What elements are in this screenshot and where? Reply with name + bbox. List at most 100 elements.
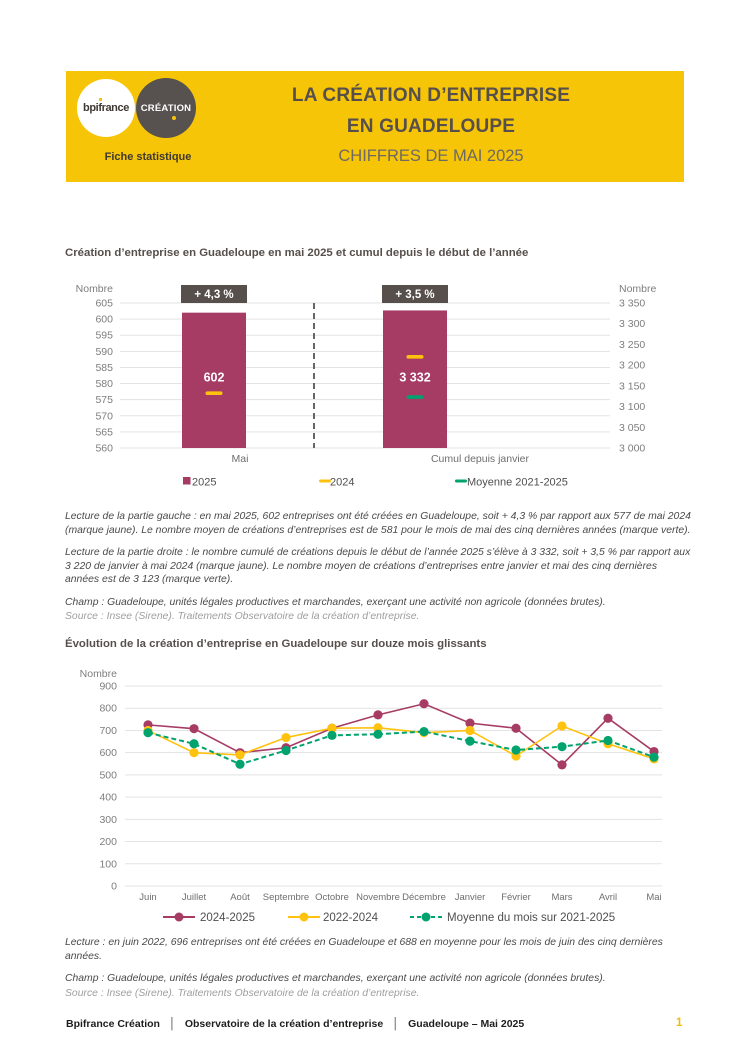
data-point [327, 723, 337, 733]
chart1-svg: 605 600 595 590 585 580 575 570 565 560 3 350 3 300… [76, 283, 657, 489]
footer: Bpifrance Création │ Observatoire de la … [66, 1018, 524, 1030]
growth-badge-label: + 3,5 % [395, 289, 434, 301]
legend-swatch [183, 477, 191, 485]
right-axis-tick: 3 050 [619, 422, 645, 434]
data-point [189, 748, 199, 758]
bar-value-label: 3 332 [399, 371, 430, 385]
note-lecture: Lecture : en juin 2022, 696 entreprises … [65, 937, 663, 962]
data-point [373, 710, 383, 720]
note-source: Source : Insee (Sirene). Traitements Obs… [65, 611, 420, 622]
x-month-label: Juillet [182, 892, 207, 903]
data-point [557, 721, 567, 731]
page-number: 1 [676, 1017, 683, 1029]
note-lecture-droite: Lecture de la partie droite : le nombre … [65, 547, 691, 585]
x-month-label: Février [501, 892, 531, 903]
legend-label: 2022-2024 [323, 912, 379, 924]
left-axis-tick: 575 [95, 394, 113, 406]
data-point [419, 699, 429, 709]
legend-dot [299, 912, 309, 922]
x-month-label: Octobre [315, 892, 349, 903]
data-point [465, 736, 475, 746]
series-line [147, 725, 655, 760]
legend-label: Moyenne du mois sur 2021-2025 [447, 912, 615, 924]
data-point [143, 728, 153, 738]
chart2-svg: 900 800 700 600 500 400 300 200 100 0 Nombre Juin Ju… [80, 668, 662, 924]
x-month-label: Janvier [455, 892, 486, 903]
chart2-title: Évolution de la création d’entreprise en… [65, 638, 487, 650]
x-month-label: Septembre [263, 892, 309, 903]
note-champ: Champ : Guadeloupe, unités légales produ… [65, 596, 606, 608]
data-point [327, 730, 337, 740]
data-point [557, 742, 567, 752]
note-lecture-gauche: Lecture de la partie gauche : en mai 202… [65, 511, 691, 536]
creation-logo-text: CRÉATION [140, 102, 192, 114]
chart2-notes: Lecture : en juin 2022, 696 entreprises … [65, 936, 691, 1001]
note-champ-2: Champ : Guadeloupe, unités légales produ… [65, 973, 606, 984]
legend-dash [455, 479, 467, 483]
data-point [465, 718, 475, 728]
x-month-label: Novembre [356, 892, 400, 903]
left-axis-tick: 600 [95, 314, 113, 326]
right-axis-tick: 3 250 [619, 339, 645, 351]
bpifrance-logo-text: bpifrance [83, 102, 129, 114]
x-category-label: Cumul depuis janvier [431, 453, 530, 465]
data-point [373, 723, 383, 733]
footer-separator: │ [392, 1018, 400, 1030]
y-axis-tick: 200 [99, 836, 117, 848]
series-line [147, 730, 655, 766]
right-axis-tick: 3 350 [619, 298, 645, 310]
tagline: Fiche statistique [104, 151, 192, 163]
marker-2024 [205, 391, 223, 396]
legend-dot [421, 912, 431, 922]
data-point [189, 739, 199, 749]
header-title: LA CRÉATION D’ENTREPRISE EN GUADELOUPE C… [256, 80, 606, 171]
right-axis-title: Nombre [619, 283, 657, 295]
right-axis-tick: 3 100 [619, 401, 645, 413]
footer-separator: │ [168, 1018, 176, 1030]
left-axis-title: Nombre [76, 283, 114, 295]
x-month-label: Avril [599, 892, 617, 903]
creation-logo-dot-icon [172, 116, 176, 120]
y-axis-tick: 500 [99, 769, 117, 781]
x-month-label: Mai [646, 892, 661, 903]
page-title-line2: EN GUADELOUPE [346, 116, 516, 137]
left-axis-tick: 565 [95, 426, 113, 438]
header-banner: bpifrance CRÉATION Fiche statistique LA … [66, 71, 684, 182]
series-line [147, 702, 655, 766]
left-axis-tick: 595 [95, 330, 113, 342]
chart1-notes: Lecture de la partie gauche : en mai 202… [65, 510, 691, 625]
right-axis-tick: 3 000 [619, 443, 645, 455]
data-point [235, 759, 245, 769]
y-axis-tick: 600 [99, 747, 117, 759]
data-point [281, 732, 291, 743]
right-axis-tick: 3 200 [619, 360, 645, 372]
growth-badge [382, 285, 448, 303]
legend-label: 2024-2025 [200, 912, 255, 924]
bpifrance-logo-dot-icon [99, 98, 102, 101]
left-axis-tick: 570 [95, 410, 113, 422]
left-axis-tick: 560 [95, 443, 113, 455]
growth-badge-label: + 4,3 % [194, 289, 233, 301]
y-axis-tick: 100 [99, 858, 117, 870]
x-month-label: Décembre [402, 892, 446, 903]
data-point [465, 725, 475, 736]
creation-logo: CRÉATION [136, 78, 196, 138]
avg-marker [406, 395, 424, 399]
y-axis-tick: 400 [99, 792, 117, 804]
y-axis-tick: 800 [99, 703, 117, 715]
footer-observatoire: Observatoire de la création d’entreprise [184, 1018, 384, 1030]
x-month-label: Août [230, 892, 250, 903]
data-point [419, 726, 429, 737]
footer-brand: Bpifrance Création [66, 1018, 160, 1030]
growth-badge [181, 285, 247, 303]
footer-region: Guadeloupe – Mai 2025 [408, 1018, 525, 1030]
data-point [511, 745, 521, 755]
legend-dash [319, 479, 331, 483]
y-axis-tick: 900 [99, 681, 117, 693]
bar-value-label: 602 [204, 371, 225, 385]
y-axis-title: Nombre [80, 668, 118, 680]
page-title-line1: LA CRÉATION D’ENTREPRISE [291, 85, 571, 106]
y-axis-tick: 0 [111, 881, 117, 893]
legend-label: 2024 [330, 477, 354, 489]
data-point [281, 745, 291, 756]
